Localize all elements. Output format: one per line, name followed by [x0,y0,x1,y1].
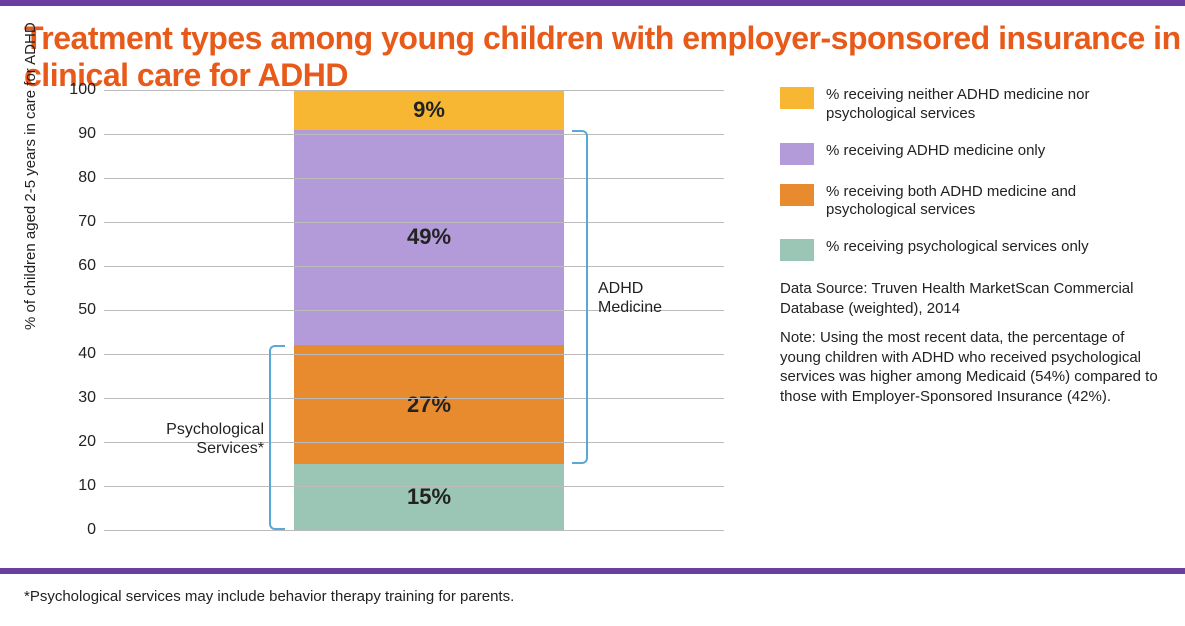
legend-item: % receiving psychological services only [780,238,1160,261]
bar-segment-both: 27% [294,345,564,464]
grid-line [104,398,724,399]
legend-label: % receiving psychological services only [826,238,1089,257]
footnote-text: *Psychological services may include beha… [24,588,514,605]
grid-line [104,134,724,135]
grid-line [104,222,724,223]
legend-label: % receiving both ADHD medicine and psych… [826,183,1160,221]
y-tick-label: 80 [56,169,96,187]
y-tick-label: 50 [56,301,96,319]
grid-line [104,178,724,179]
y-tick-label: 70 [56,213,96,231]
legend-swatch [780,87,814,109]
legend-item: % receiving both ADHD medicine and psych… [780,183,1160,221]
legend-swatch [780,239,814,261]
grid-line [104,90,724,91]
bracket-label-psychological-services: PsychologicalServices* [164,420,264,458]
bar-segment-psych_only: 15% [294,464,564,530]
legend-label: % receiving neither ADHD medicine nor ps… [826,86,1160,124]
grid-line [104,266,724,267]
y-tick-label: 30 [56,389,96,407]
bracket-psychological-services [269,345,285,530]
bracket-label-adhd-medicine: ADHDMedicine [598,279,718,317]
chart-plot: 15%27%49%9% 0102030405060708090100Psycho… [104,90,724,530]
accent-bar-top [0,0,1185,6]
y-tick-label: 0 [56,521,96,539]
accent-bar-bottom [0,568,1185,574]
legend-label: % receiving ADHD medicine only [826,142,1045,161]
y-tick-label: 40 [56,345,96,363]
grid-line [104,354,724,355]
legend-swatch [780,143,814,165]
y-tick-label: 20 [56,433,96,451]
legend-item: % receiving neither ADHD medicine nor ps… [780,86,1160,124]
figure-container: Treatment types among young children wit… [0,0,1185,626]
y-tick-label: 100 [56,81,96,99]
grid-line [104,486,724,487]
y-tick-label: 90 [56,125,96,143]
y-tick-label: 10 [56,477,96,495]
legend-item: % receiving ADHD medicine only [780,142,1160,165]
chart-area: % of children aged 2-5 years in care for… [24,80,744,550]
bar-segment-neither: 9% [294,90,564,130]
bar-segment-med_only: 49% [294,130,564,346]
bracket-adhd-medicine [572,130,588,464]
grid-line [104,530,724,531]
legend-swatch [780,184,814,206]
y-tick-label: 60 [56,257,96,275]
note-text: Note: Using the most recent data, the pe… [780,328,1160,406]
y-axis-label: % of children aged 2-5 years in care for… [22,22,39,330]
data-source-text: Data Source: Truven Health MarketScan Co… [780,279,1160,318]
legend: % receiving neither ADHD medicine nor ps… [780,86,1160,406]
